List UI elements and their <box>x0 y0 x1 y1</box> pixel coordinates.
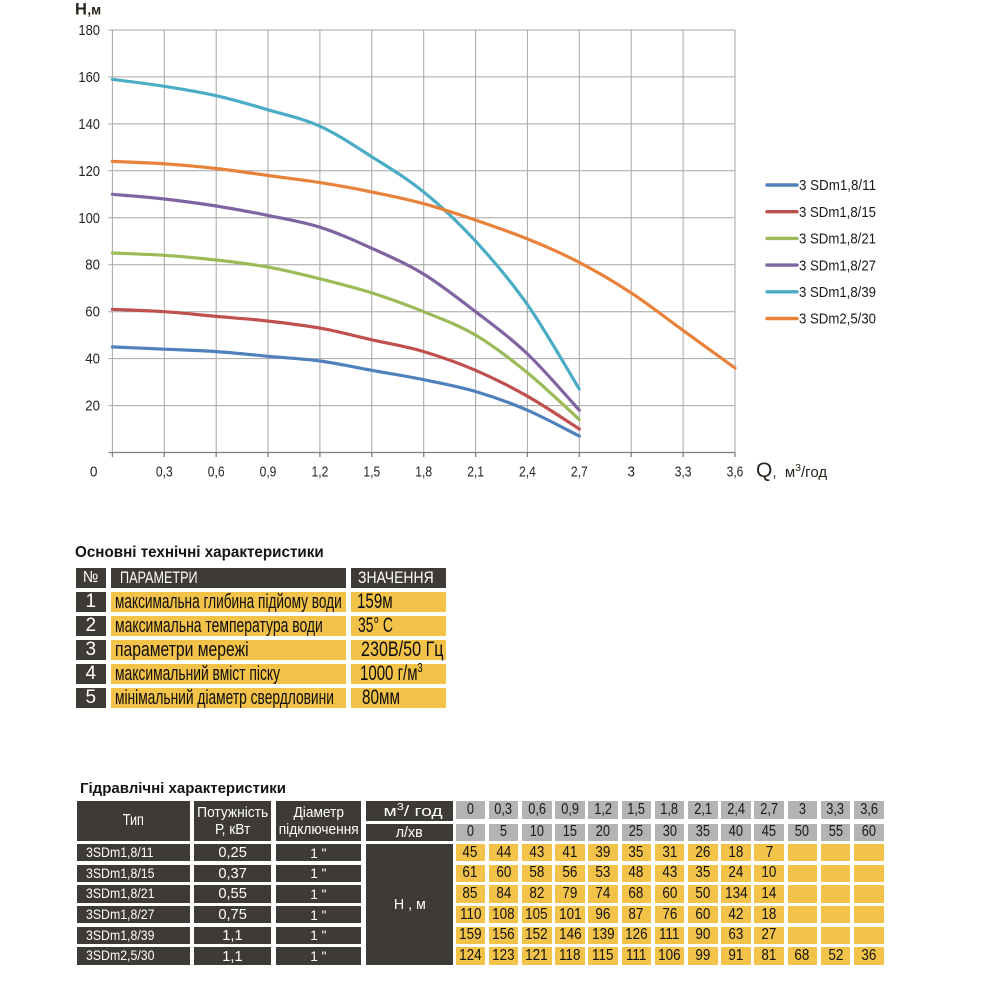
svg-text:1,5: 1,5 <box>363 464 380 481</box>
svg-text:140: 140 <box>78 116 100 133</box>
svg-text:1,2: 1,2 <box>312 464 329 481</box>
svg-text:2,4: 2,4 <box>519 464 536 481</box>
svg-text:180: 180 <box>78 22 100 39</box>
svg-text:120: 120 <box>78 163 100 180</box>
svg-text:3 SDm1,8/15: 3 SDm1,8/15 <box>799 204 876 221</box>
svg-text:Q, м3/год: Q, м3/год <box>756 459 827 482</box>
svg-text:0: 0 <box>90 464 98 481</box>
svg-text:100: 100 <box>78 210 100 227</box>
svg-text:1,8: 1,8 <box>415 464 432 481</box>
svg-text:2,1: 2,1 <box>467 464 484 481</box>
svg-text:160: 160 <box>78 69 100 86</box>
svg-text:3 SDm1,8/11: 3 SDm1,8/11 <box>799 177 876 194</box>
svg-text:3 SDm2,5/30: 3 SDm2,5/30 <box>799 311 876 328</box>
svg-text:2,7: 2,7 <box>571 464 588 481</box>
svg-text:60: 60 <box>85 304 100 321</box>
svg-text:3 SDm1,8/27: 3 SDm1,8/27 <box>799 257 876 274</box>
svg-text:Н,м: Н,м <box>75 1 101 19</box>
svg-text:0,9: 0,9 <box>260 464 277 481</box>
svg-text:40: 40 <box>85 351 100 368</box>
svg-text:3,6: 3,6 <box>727 464 744 481</box>
svg-text:0,6: 0,6 <box>208 464 225 481</box>
svg-text:3 SDm1,8/21: 3 SDm1,8/21 <box>799 231 876 248</box>
svg-text:20: 20 <box>85 398 100 415</box>
svg-text:0,3: 0,3 <box>156 464 173 481</box>
svg-text:3,3: 3,3 <box>675 464 692 481</box>
svg-text:3: 3 <box>627 464 635 481</box>
svg-text:3 SDm1,8/39: 3 SDm1,8/39 <box>799 284 876 301</box>
svg-text:80: 80 <box>85 257 100 274</box>
